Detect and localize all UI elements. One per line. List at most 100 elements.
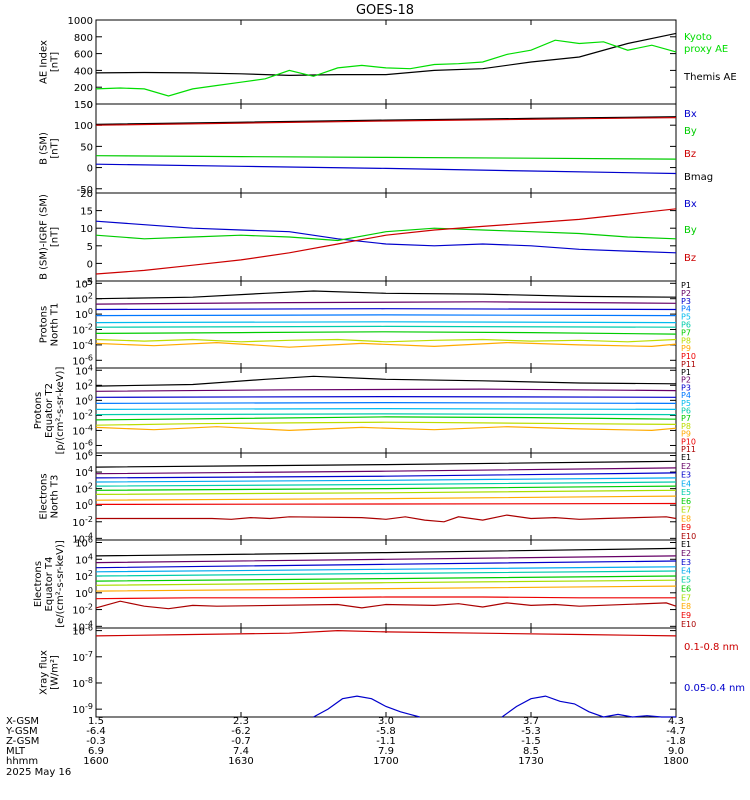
y-axis-label: Equator T4 — [44, 557, 55, 612]
y-axis-label: Protons — [39, 306, 50, 343]
series-line-p6 — [95, 325, 677, 328]
y-tick-label: 104 — [75, 552, 93, 566]
plot-title: GOES-18 — [356, 3, 414, 18]
series-line-bx — [95, 220, 677, 254]
legend-item: E1 — [681, 540, 691, 549]
ephemeris-value: -1.5 — [521, 736, 541, 747]
y-tick-label: 100 — [75, 586, 93, 600]
ephemeris-value: -5.3 — [521, 726, 541, 737]
legend-item: P9 — [681, 344, 691, 353]
y-tick-label: 10-4 — [72, 338, 93, 352]
series-line-e2 — [95, 467, 677, 475]
legend-item: E9 — [681, 611, 691, 620]
ephemeris-value: 3.7 — [523, 716, 539, 727]
legend-item: P6 — [681, 321, 691, 330]
series-line-bmag — [95, 116, 677, 125]
series-line-e7 — [95, 579, 677, 586]
ephemeris-value: -0.7 — [231, 736, 251, 747]
series-line-e10 — [95, 600, 677, 610]
y-tick-label: 1000 — [68, 16, 93, 27]
series-line-bz — [95, 117, 677, 126]
legend-item: P1 — [681, 368, 691, 377]
y-tick-label: 200 — [74, 83, 93, 94]
ephemeris-value: -0.3 — [86, 736, 106, 747]
y-tick-label: 100 — [75, 393, 93, 407]
legend-item: E2 — [681, 462, 691, 471]
y-axis-label: North T3 — [50, 475, 61, 519]
panel-8: 10-6 10-7 10-8 10-9 Xray flux [W/m²] 0.1-0.8 n… — [39, 624, 745, 718]
legend-item: By — [684, 126, 697, 137]
legend-item: P4 — [681, 305, 691, 314]
legend-item: P7 — [681, 328, 691, 337]
legend-item: proxy AE — [684, 44, 728, 55]
legend-item: Kyoto — [684, 32, 712, 43]
y-tick-label: 400 — [74, 66, 93, 77]
series-line-e7 — [95, 489, 677, 495]
y-tick-label: 20 — [80, 189, 93, 200]
series-line-p6 — [95, 413, 677, 416]
legend-item: P11 — [681, 445, 696, 454]
ephemeris-value: 7.4 — [233, 746, 249, 757]
legend-item: E5 — [681, 488, 691, 497]
y-tick-label: 10-4 — [72, 531, 93, 545]
y-tick-label: 0 — [87, 100, 93, 111]
series-line-e10 — [96, 514, 677, 523]
series-line-kyoto-proxy-ae — [95, 39, 677, 97]
y-axis-label: B (SM) — [39, 132, 50, 165]
y-tick-label: 102 — [75, 569, 93, 583]
series-line-p3 — [95, 396, 677, 398]
series-line-0-05-0-4-nm — [313, 695, 420, 718]
series-line-p3 — [95, 308, 677, 311]
series-line-e4 — [95, 566, 677, 573]
date-label: 2025 May 16 — [6, 767, 71, 778]
y-tick-label: 106 — [75, 448, 93, 462]
legend-item: E2 — [681, 549, 691, 558]
panel-3: -5 0 5 10 15 20 B (SM)-IGRF (SM) [nT] Bx By Bz — [39, 189, 697, 288]
legend-item: P2 — [681, 289, 691, 298]
y-tick-label: 102 — [75, 378, 93, 392]
y-tick-label: 800 — [74, 33, 93, 44]
legend-item: 0.1-0.8 nm — [684, 642, 739, 653]
y-tick-label: 0 — [87, 164, 93, 175]
series-line-e3 — [95, 560, 677, 569]
legend-item: Bz — [684, 253, 696, 264]
ephemeris-value: -1.1 — [376, 736, 396, 747]
y-axis-label: B (SM)-IGRF (SM) — [39, 194, 50, 280]
ephemeris-value: 6.9 — [88, 746, 104, 757]
ephemeris-value: 1730 — [518, 756, 543, 767]
y-tick-label: 10 — [80, 224, 93, 235]
legend-item: E3 — [681, 558, 691, 567]
legend-item: E8 — [681, 602, 691, 611]
panel-frame — [95, 367, 677, 454]
y-tick-label: 10-2 — [72, 408, 93, 422]
legend-item: E4 — [681, 567, 691, 576]
ephemeris-value: -6.2 — [231, 726, 251, 737]
legend-item: P8 — [681, 422, 691, 431]
series-line-e6 — [95, 575, 677, 582]
y-tick-label: 10-2 — [72, 603, 93, 617]
legend-item: Themis AE — [683, 72, 737, 83]
legend-item: E10 — [681, 620, 696, 629]
y-tick-label: 5 — [87, 242, 93, 253]
ephemeris-value: -6.4 — [86, 726, 106, 737]
series-line-e8 — [95, 495, 677, 501]
ephemeris-value: 4.3 — [668, 716, 684, 727]
legend-item: E5 — [681, 576, 691, 585]
y-tick-label: 600 — [74, 50, 93, 61]
legend-item: Bmag — [684, 172, 713, 183]
legend-item: P10 — [681, 352, 696, 361]
ephemeris-row-label: X-GSM — [6, 716, 39, 727]
legend-item: P5 — [681, 399, 691, 408]
legend-item: P10 — [681, 437, 696, 446]
legend-item: Bz — [684, 149, 696, 160]
ephemeris-value: 9.0 — [668, 746, 684, 757]
y-axis-label: AE Index — [39, 40, 50, 84]
series-line-0-05-0-4-nm — [501, 695, 676, 718]
series-line-e3 — [95, 472, 677, 479]
y-tick-label: 10-4 — [72, 423, 93, 437]
